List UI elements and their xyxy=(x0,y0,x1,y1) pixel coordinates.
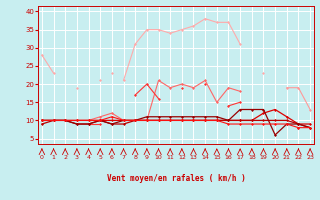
X-axis label: Vent moyen/en rafales ( km/h ): Vent moyen/en rafales ( km/h ) xyxy=(107,174,245,183)
